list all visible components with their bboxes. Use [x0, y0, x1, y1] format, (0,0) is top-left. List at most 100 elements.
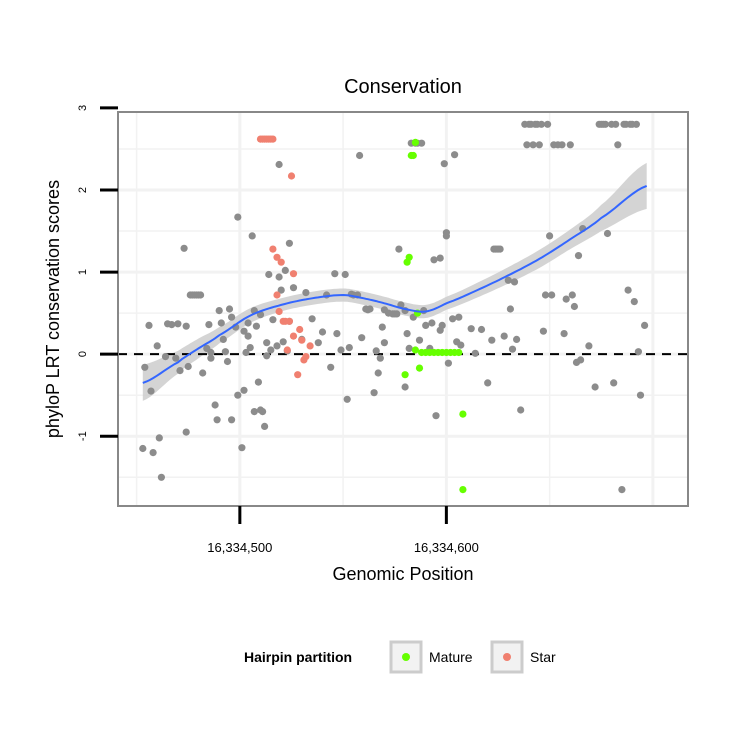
point-other — [174, 320, 182, 328]
point-other — [345, 344, 353, 352]
point-other — [585, 342, 593, 350]
point-other — [380, 339, 388, 347]
point-other — [610, 379, 618, 387]
point-other — [529, 141, 537, 149]
y-axis: 3 2 1 0 -1 — [77, 105, 118, 441]
point-other — [636, 391, 645, 399]
point-other — [331, 270, 339, 278]
point-other — [254, 378, 262, 386]
point-other — [535, 141, 543, 149]
point-star — [285, 317, 293, 325]
point-other — [168, 321, 176, 329]
point-other — [513, 335, 521, 343]
legend-label-mature: Mature — [429, 649, 473, 665]
point-other — [444, 359, 452, 367]
point-other — [558, 141, 566, 149]
point-other — [539, 327, 548, 335]
point-other — [267, 346, 275, 354]
point-other — [612, 120, 620, 128]
point-other — [436, 254, 444, 262]
point-other — [157, 473, 165, 481]
point-other — [213, 416, 221, 424]
point-other — [219, 335, 227, 343]
point-other — [281, 266, 289, 274]
point-other — [517, 406, 525, 414]
point-other — [506, 305, 514, 313]
point-other — [223, 357, 232, 366]
legend-label-star: Star — [530, 649, 556, 665]
point-other — [199, 369, 207, 377]
point-star — [296, 325, 304, 334]
point-other — [618, 486, 626, 494]
point-other — [182, 322, 190, 330]
point-star — [294, 371, 302, 379]
point-other — [471, 349, 479, 357]
point-other — [376, 354, 384, 362]
point-other — [149, 449, 157, 457]
point-other — [366, 305, 374, 313]
point-other — [632, 120, 641, 128]
point-star — [269, 245, 277, 253]
point-other — [541, 291, 550, 299]
x-axis: 16,334,500 16,334,600 — [207, 506, 479, 555]
point-other — [624, 286, 632, 294]
point-other — [457, 341, 465, 349]
point-other — [358, 334, 366, 342]
point-star — [287, 172, 296, 180]
point-other — [442, 229, 450, 237]
point-other — [566, 141, 574, 149]
point-other — [614, 141, 622, 149]
point-other — [341, 270, 349, 279]
y-tick-label: -1 — [77, 431, 89, 441]
point-other — [372, 347, 380, 355]
legend-title: Hairpin partition — [244, 649, 352, 665]
point-other — [395, 245, 403, 253]
point-other — [422, 321, 430, 329]
point-other — [240, 327, 248, 335]
point-other — [207, 348, 215, 357]
x-tick-label: 16,334,600 — [414, 540, 479, 555]
point-star — [273, 291, 281, 299]
point-other — [215, 307, 223, 315]
point-other — [562, 295, 570, 303]
point-mature — [459, 410, 467, 418]
point-other — [308, 315, 316, 323]
x-axis-title: Genomic Position — [332, 564, 473, 584]
point-other — [374, 369, 382, 377]
point-other — [238, 444, 246, 452]
point-other — [217, 319, 225, 327]
point-other — [275, 160, 283, 169]
point-other — [548, 291, 556, 299]
point-other — [537, 120, 546, 128]
point-other — [250, 408, 258, 416]
point-other — [432, 412, 440, 420]
point-other — [405, 344, 413, 352]
points-layer — [139, 120, 649, 494]
point-other — [467, 325, 475, 333]
point-other — [546, 232, 554, 240]
point-other — [451, 151, 459, 159]
point-other — [139, 444, 147, 453]
point-other — [318, 328, 327, 336]
point-other — [172, 354, 180, 362]
point-other — [455, 313, 463, 321]
point-other — [279, 338, 287, 346]
point-other — [244, 332, 252, 340]
point-other — [277, 286, 285, 294]
point-other — [641, 321, 649, 329]
point-other — [180, 244, 188, 252]
point-other — [601, 120, 610, 128]
point-mature — [411, 346, 419, 354]
x-tick-label: 16,334,500 — [207, 540, 272, 555]
point-other — [603, 229, 612, 238]
point-other — [261, 422, 269, 430]
point-other — [273, 342, 281, 350]
point-other — [182, 428, 190, 436]
point-other — [302, 289, 310, 297]
point-other — [269, 316, 277, 324]
point-star — [273, 253, 281, 261]
point-other — [337, 346, 345, 354]
point-other — [591, 383, 599, 391]
point-other — [228, 416, 236, 424]
legend-swatch-mature — [402, 653, 410, 661]
